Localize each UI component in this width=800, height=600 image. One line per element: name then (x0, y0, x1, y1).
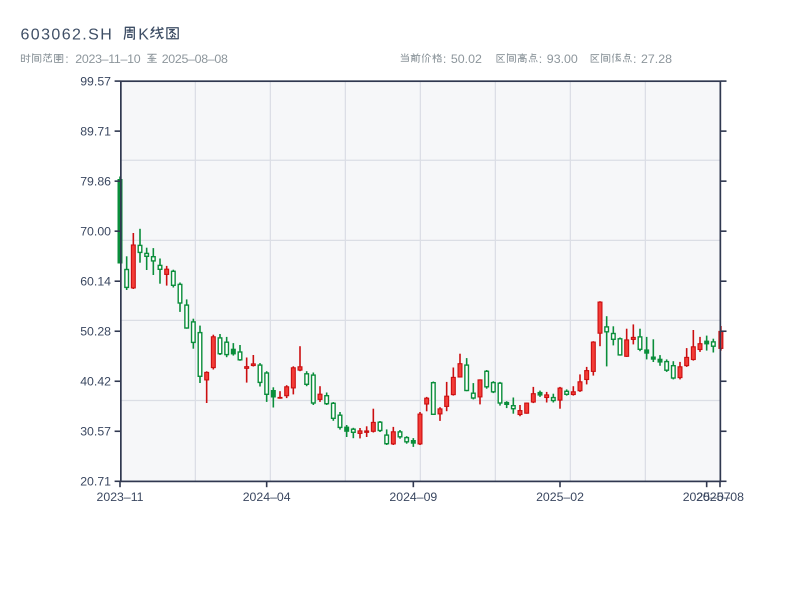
svg-text:70.00: 70.00 (80, 225, 111, 239)
svg-text:2025–08: 2025–08 (696, 490, 744, 504)
svg-text:50.02: 50.02 (451, 52, 482, 66)
svg-text:2023–11–10: 2023–11–10 (75, 52, 140, 66)
svg-text:40.42: 40.42 (80, 375, 111, 389)
svg-text:2024–04: 2024–04 (243, 490, 291, 504)
svg-text:79.86: 79.86 (80, 175, 111, 189)
svg-text:K: K (138, 26, 149, 43)
svg-text:2024–09: 2024–09 (389, 490, 437, 504)
svg-text:2025–08–08: 2025–08–08 (162, 52, 228, 66)
svg-text:60.14: 60.14 (80, 275, 111, 289)
svg-text:2023–11: 2023–11 (97, 490, 144, 504)
svg-text:93.00: 93.00 (547, 52, 578, 66)
svg-text:50.28: 50.28 (80, 325, 111, 339)
svg-text::: : (443, 52, 446, 66)
svg-text::: : (65, 52, 68, 66)
svg-text:30.57: 30.57 (80, 425, 111, 439)
svg-text:99.57: 99.57 (80, 75, 111, 89)
svg-text:603062.SH: 603062.SH (21, 26, 114, 43)
svg-text:27.28: 27.28 (641, 52, 672, 66)
svg-text:2025–02: 2025–02 (536, 490, 584, 504)
svg-text:20.71: 20.71 (80, 475, 111, 489)
svg-text::: : (539, 52, 542, 66)
svg-text:89.71: 89.71 (80, 125, 111, 139)
svg-text:2025–07: 2025–07 (683, 490, 731, 504)
svg-text::: : (633, 52, 636, 66)
